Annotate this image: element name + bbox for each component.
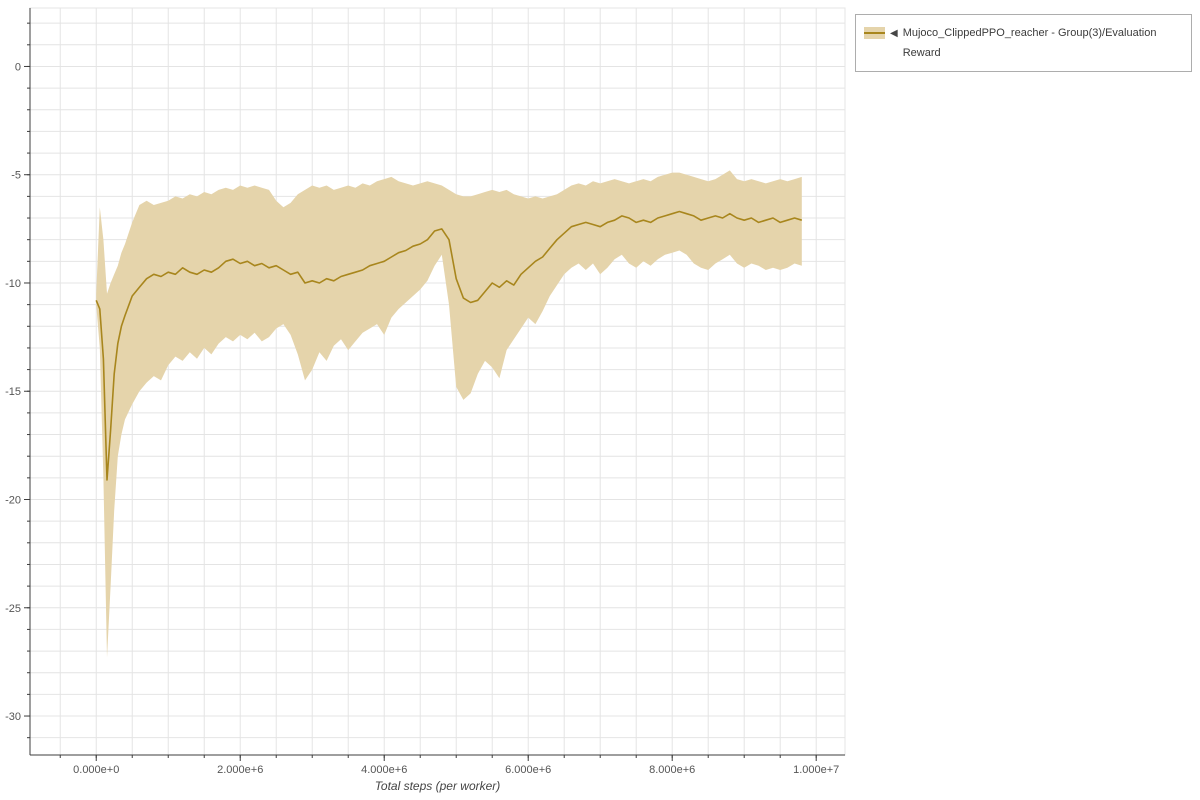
- y-tick-label: -20: [5, 495, 21, 507]
- legend-marker-icon: ◀: [890, 28, 898, 39]
- y-tick-label: 0: [15, 61, 21, 73]
- legend[interactable]: ◀ Mujoco_ClippedPPO_reacher - Group(3)/E…: [855, 14, 1192, 72]
- legend-label: Mujoco_ClippedPPO_reacher - Group(3)/Eva…: [902, 27, 1157, 59]
- plot-outline: [29, 7, 846, 756]
- gridlines: [27, 8, 845, 758]
- reward-band: [96, 170, 802, 658]
- legend-swatch-icon: [864, 27, 885, 39]
- x-tick-label: 8.000e+6: [649, 764, 695, 776]
- legend-swatch-line-icon: [864, 32, 885, 34]
- y-tick-label: -5: [11, 170, 21, 182]
- x-tick-label: 2.000e+6: [217, 764, 263, 776]
- y-tick-label: -10: [5, 278, 21, 290]
- x-axis-title: Total steps (per worker): [374, 779, 501, 793]
- x-tick-label: 1.000e+7: [793, 764, 839, 776]
- x-tick-label: 4.000e+6: [361, 764, 407, 776]
- y-tick-label: -30: [5, 711, 21, 723]
- y-tick-label: -15: [5, 386, 21, 398]
- x-tick-label: 0.000e+0: [73, 764, 119, 776]
- reward-line: [95, 210, 803, 481]
- y-tick-label: -25: [5, 603, 21, 615]
- x-tick-label: 6.000e+6: [505, 764, 551, 776]
